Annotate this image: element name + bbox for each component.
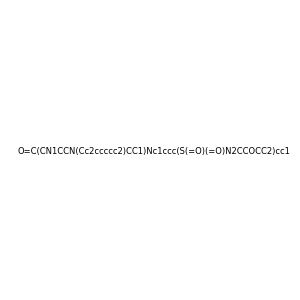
Text: O=C(CN1CCN(Cc2ccccc2)CC1)Nc1ccc(S(=O)(=O)N2CCOCC2)cc1: O=C(CN1CCN(Cc2ccccc2)CC1)Nc1ccc(S(=O)(=O… [17,147,290,156]
